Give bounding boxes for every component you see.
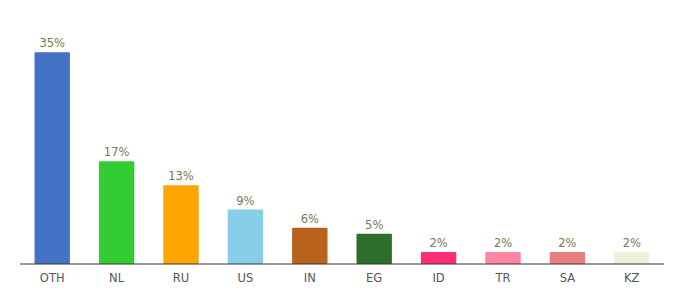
bar — [356, 234, 391, 264]
x-tick-label: SA — [560, 271, 576, 285]
x-tick-label: US — [238, 271, 254, 285]
bar — [99, 161, 134, 264]
bar — [163, 185, 198, 264]
bar — [550, 252, 585, 264]
x-tick-label: RU — [173, 271, 189, 285]
data-label: 2% — [429, 236, 447, 250]
bar — [34, 52, 69, 264]
x-tick-label: IN — [304, 271, 316, 285]
x-tick-label: OTH — [40, 271, 65, 285]
x-tick-label: NL — [109, 271, 125, 285]
background — [0, 0, 680, 300]
chart-svg: 35% 17% 13% 9% 6% 5% 2% 2% 2% 2% OTH NL RU US IN EG ID TR… — [0, 0, 680, 300]
x-tick-label: KZ — [624, 271, 640, 285]
data-label: 35% — [39, 36, 65, 50]
data-label: 2% — [558, 236, 576, 250]
x-tick-label: ID — [432, 271, 444, 285]
data-label: 6% — [301, 212, 319, 226]
data-label: 2% — [494, 236, 512, 250]
bar — [292, 228, 327, 264]
bar — [485, 252, 520, 264]
x-tick-label: TR — [494, 271, 510, 285]
data-label: 9% — [236, 194, 254, 208]
data-label: 13% — [168, 169, 194, 183]
bar — [614, 252, 649, 264]
bar — [421, 252, 456, 264]
data-label: 2% — [623, 236, 641, 250]
data-label: 17% — [104, 145, 130, 159]
bars — [34, 52, 649, 264]
chart-container: 35% 17% 13% 9% 6% 5% 2% 2% 2% 2% OTH NL RU US IN EG ID TR… — [0, 0, 680, 300]
bar — [228, 210, 263, 264]
x-tick-labels: OTH NL RU US IN EG ID TR SA KZ — [40, 271, 640, 285]
x-axis — [20, 264, 664, 265]
data-label: 5% — [365, 218, 383, 232]
data-labels: 35% 17% 13% 9% 6% 5% 2% 2% 2% 2% — [39, 36, 641, 250]
x-tick-label: EG — [366, 271, 382, 285]
